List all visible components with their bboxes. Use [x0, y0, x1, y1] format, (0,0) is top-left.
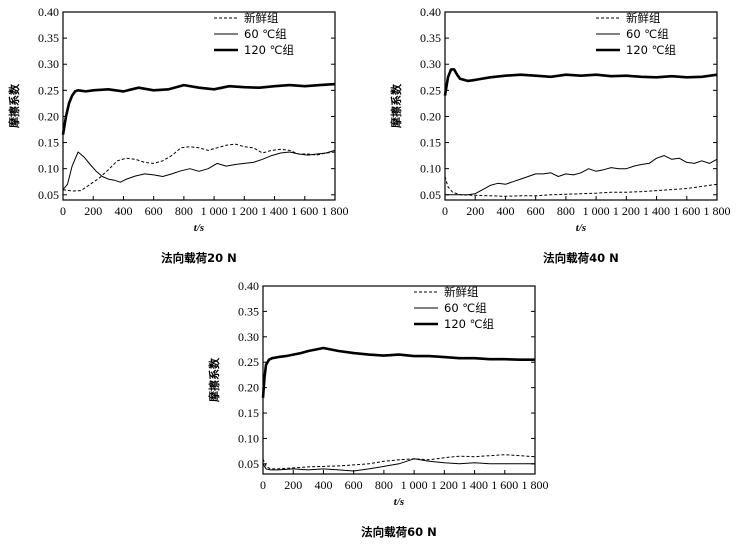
legend-label: 新鲜组 — [444, 285, 479, 299]
friction-chart-60n: 0.05 0.10 0.15 0.20 0.25 0.30 0.35 0.40 0 200 400 6… — [207, 279, 549, 539]
x-tick-label: 800 — [375, 478, 393, 492]
chart-caption: 法向载荷60 N — [361, 525, 437, 539]
series-line-dashed — [444, 176, 718, 197]
chart-caption: 法向载荷40 N — [543, 251, 619, 265]
y-tick-label: 0.20 — [238, 381, 259, 395]
x-tick-label: 0 — [260, 478, 266, 492]
y-axis-title: 摩擦系数 — [7, 83, 21, 128]
y-tick-label: 0.20 — [38, 109, 59, 123]
series-line-thick — [443, 68, 718, 96]
plot-frame — [262, 285, 536, 475]
y-tick-label: 0.30 — [238, 330, 259, 344]
y-tick-label: 0.30 — [420, 57, 441, 71]
x-tick-label: 1 200 — [231, 204, 258, 218]
friction-chart-20n: 0.05 0.10 0.15 0.20 0.25 0.30 0.35 0.40 0 200 400 6… — [7, 5, 349, 265]
y-tick-label: 0.40 — [420, 5, 441, 19]
x-tick-label: 200 — [84, 204, 102, 218]
x-tick-label: 1 200 — [431, 478, 458, 492]
chart-panel-20n: 0.05 0.10 0.15 0.20 0.25 0.30 0.35 0.40 0 200 400 6… — [0, 0, 355, 272]
legend-label: 120 ℃组 — [444, 317, 495, 331]
x-tick-label: 1 400 — [643, 204, 670, 218]
y-tick-label: 0.35 — [420, 31, 441, 45]
x-tick-label: 1 400 — [261, 204, 288, 218]
series-line-solid — [445, 155, 718, 196]
x-tick-label: 600 — [145, 204, 163, 218]
y-tick-label: 0.05 — [38, 188, 59, 202]
x-tick-label: 1 000 — [583, 204, 610, 218]
legend-label: 120 ℃组 — [626, 43, 677, 57]
y-tick-label: 0.05 — [420, 188, 441, 202]
x-tick-label: 200 — [284, 478, 302, 492]
x-axis-title: t/s — [194, 222, 204, 234]
x-tick-label: 400 — [496, 204, 514, 218]
y-tick-label: 0.25 — [420, 83, 441, 97]
y-tick-label: 0.35 — [238, 304, 259, 318]
y-tick-label: 0.15 — [238, 406, 259, 420]
legend-label: 新鲜组 — [244, 11, 279, 25]
series-line-dashed — [62, 143, 336, 192]
x-tick-label: 1 400 — [461, 478, 488, 492]
y-tick-label: 0.40 — [38, 5, 59, 19]
y-axis-title: 摩擦系数 — [389, 83, 403, 128]
x-tick-label: 1 800 — [322, 204, 349, 218]
series-line-solid — [62, 149, 336, 190]
x-axis-title: t/s — [394, 496, 404, 508]
x-tick-label: 1 200 — [613, 204, 640, 218]
series-line-dashed — [262, 454, 536, 470]
x-tick-label: 400 — [114, 204, 132, 218]
legend-label: 60 ℃组 — [444, 301, 487, 315]
x-tick-label: 200 — [466, 204, 484, 218]
y-tick-label: 0.15 — [420, 136, 441, 150]
x-tick-label: 1 800 — [522, 478, 549, 492]
x-tick-label: 0 — [442, 204, 448, 218]
legend-label: 120 ℃组 — [244, 43, 295, 57]
y-tick-label: 0.35 — [38, 31, 59, 45]
x-tick-label: 1 000 — [401, 478, 428, 492]
x-tick-label: 800 — [175, 204, 193, 218]
y-tick-label: 0.10 — [38, 162, 59, 176]
chart-caption: 法向载荷20 N — [161, 251, 237, 265]
y-tick-label: 0.05 — [238, 457, 259, 471]
x-axis-title: t/s — [576, 222, 586, 234]
x-tick-label: 600 — [527, 204, 545, 218]
series-line-thick — [261, 346, 535, 398]
legend-label: 新鲜组 — [626, 11, 661, 25]
y-axis-title: 摩擦系数 — [207, 357, 221, 402]
x-tick-label: 1 600 — [291, 204, 318, 218]
legend-label: 60 ℃组 — [626, 27, 669, 41]
y-tick-label: 0.25 — [238, 355, 259, 369]
plot-frame — [62, 11, 336, 201]
friction-chart-40n: 0.05 0.10 0.15 0.20 0.25 0.30 0.35 0.40 0 200 400 6… — [389, 5, 731, 265]
x-tick-label: 1 000 — [201, 204, 228, 218]
x-tick-label: 600 — [345, 478, 363, 492]
plot-frame — [444, 11, 718, 201]
y-tick-label: 0.10 — [238, 431, 259, 445]
y-tick-label: 0.10 — [420, 162, 441, 176]
x-tick-label: 1 600 — [673, 204, 700, 218]
x-tick-label: 1 800 — [704, 204, 731, 218]
y-tick-label: 0.20 — [420, 109, 441, 123]
x-tick-label: 400 — [314, 478, 332, 492]
chart-panel-60n: 0.05 0.10 0.15 0.20 0.25 0.30 0.35 0.40 0 200 400 6… — [200, 274, 555, 546]
y-tick-label: 0.25 — [38, 83, 59, 97]
legend-label: 60 ℃组 — [244, 27, 287, 41]
y-tick-label: 0.40 — [238, 279, 259, 293]
y-tick-label: 0.30 — [38, 57, 59, 71]
y-tick-label: 0.15 — [38, 136, 59, 150]
series-line-thick — [61, 82, 336, 135]
series-line-solid — [262, 458, 535, 472]
x-tick-label: 1 600 — [491, 478, 518, 492]
chart-panel-40n: 0.05 0.10 0.15 0.20 0.25 0.30 0.35 0.40 0 200 400 6… — [382, 0, 737, 272]
x-tick-label: 0 — [60, 204, 66, 218]
x-tick-label: 800 — [557, 204, 575, 218]
